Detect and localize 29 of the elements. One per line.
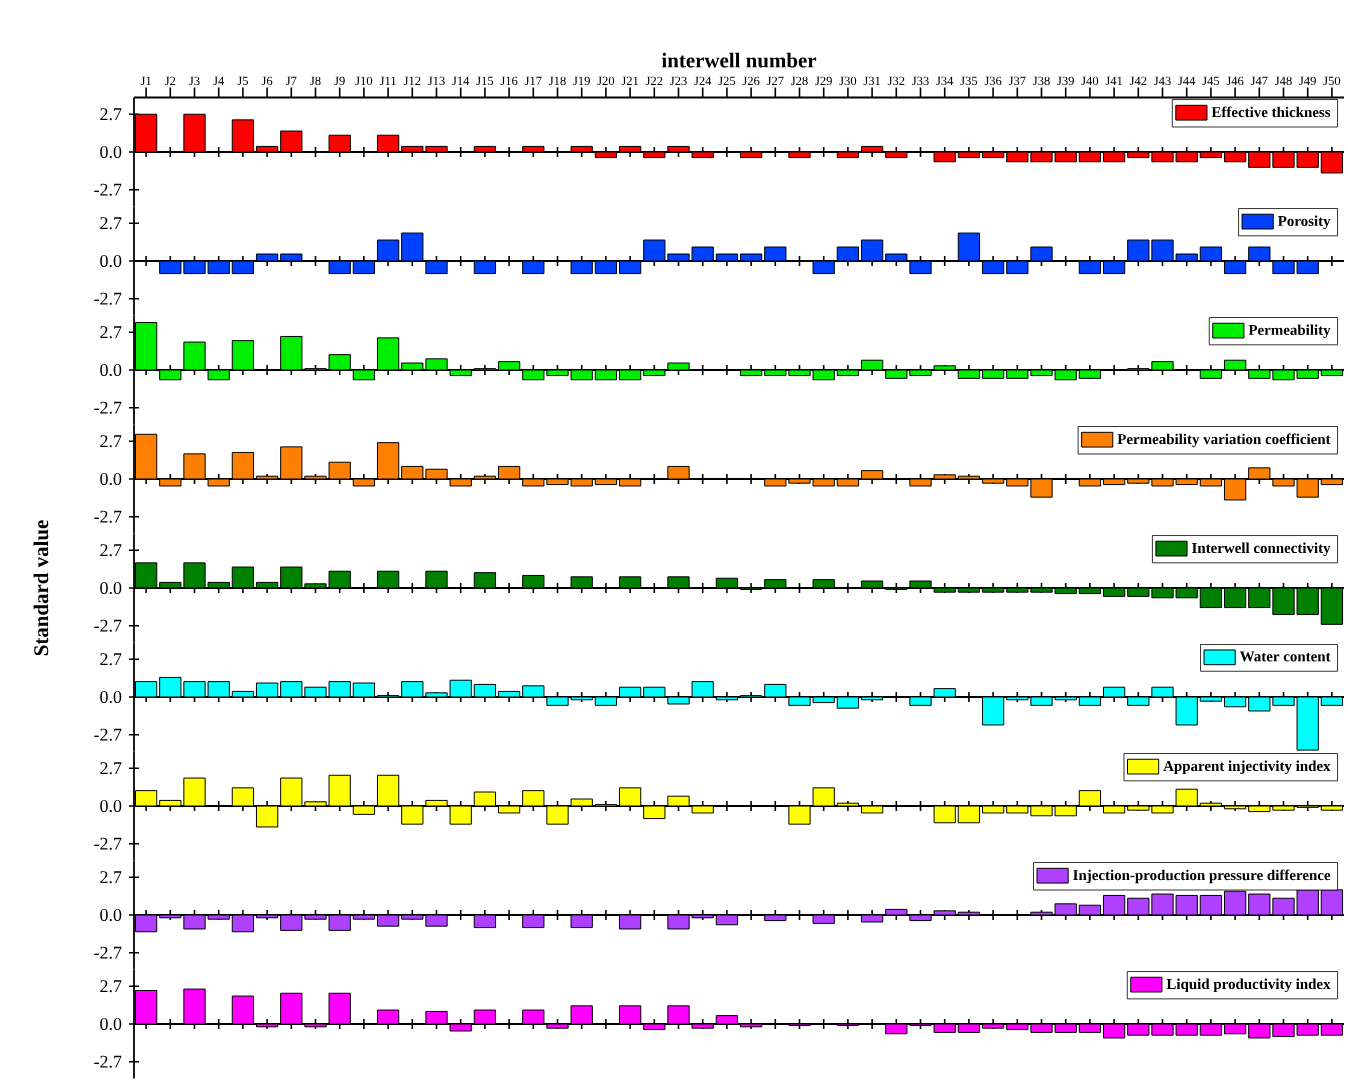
y-tick-label: 2.7 bbox=[100, 108, 122, 121]
y-tick-label: 2.7 bbox=[100, 326, 122, 339]
y-tick-label: 0.0 bbox=[100, 363, 122, 377]
y-tick-label: -2.7 bbox=[94, 510, 122, 523]
y-tick-label: 2.7 bbox=[100, 762, 122, 775]
y-tick-label: 2.7 bbox=[100, 980, 122, 993]
y-tick-label: -2.7 bbox=[94, 619, 122, 632]
y-tick-label: 2.7 bbox=[100, 871, 122, 884]
y-tick-label: -2.7 bbox=[94, 946, 122, 959]
y-tick-label: 0.0 bbox=[100, 581, 122, 595]
y-tick-label: -2.7 bbox=[94, 728, 122, 741]
y-tick-label: 0.0 bbox=[100, 908, 122, 922]
y-tick-label: 2.7 bbox=[100, 217, 122, 230]
y-tick-label: -2.7 bbox=[94, 292, 122, 305]
y-tick-label: 0.0 bbox=[100, 145, 122, 159]
y-tick-label: 0.0 bbox=[100, 254, 122, 268]
y-tick-label: 2.7 bbox=[100, 544, 122, 557]
y-axis-title: Standard value bbox=[33, 520, 49, 656]
y-tick-label: -2.7 bbox=[94, 183, 122, 196]
y-tick-label: 2.7 bbox=[100, 435, 122, 448]
y-tick-label: 0.0 bbox=[100, 690, 122, 704]
y-tick-label: -2.7 bbox=[94, 1055, 122, 1068]
y-tick-label: -2.7 bbox=[94, 837, 122, 850]
y-tick-label: 0.0 bbox=[100, 799, 122, 813]
y-tick-label: 2.7 bbox=[100, 653, 122, 666]
y-tick-label: -2.7 bbox=[94, 401, 122, 414]
y-tick-label: 0.0 bbox=[100, 472, 122, 486]
x-axis-title: interwell number bbox=[661, 52, 817, 68]
y-tick-label: 0.0 bbox=[100, 1017, 122, 1031]
